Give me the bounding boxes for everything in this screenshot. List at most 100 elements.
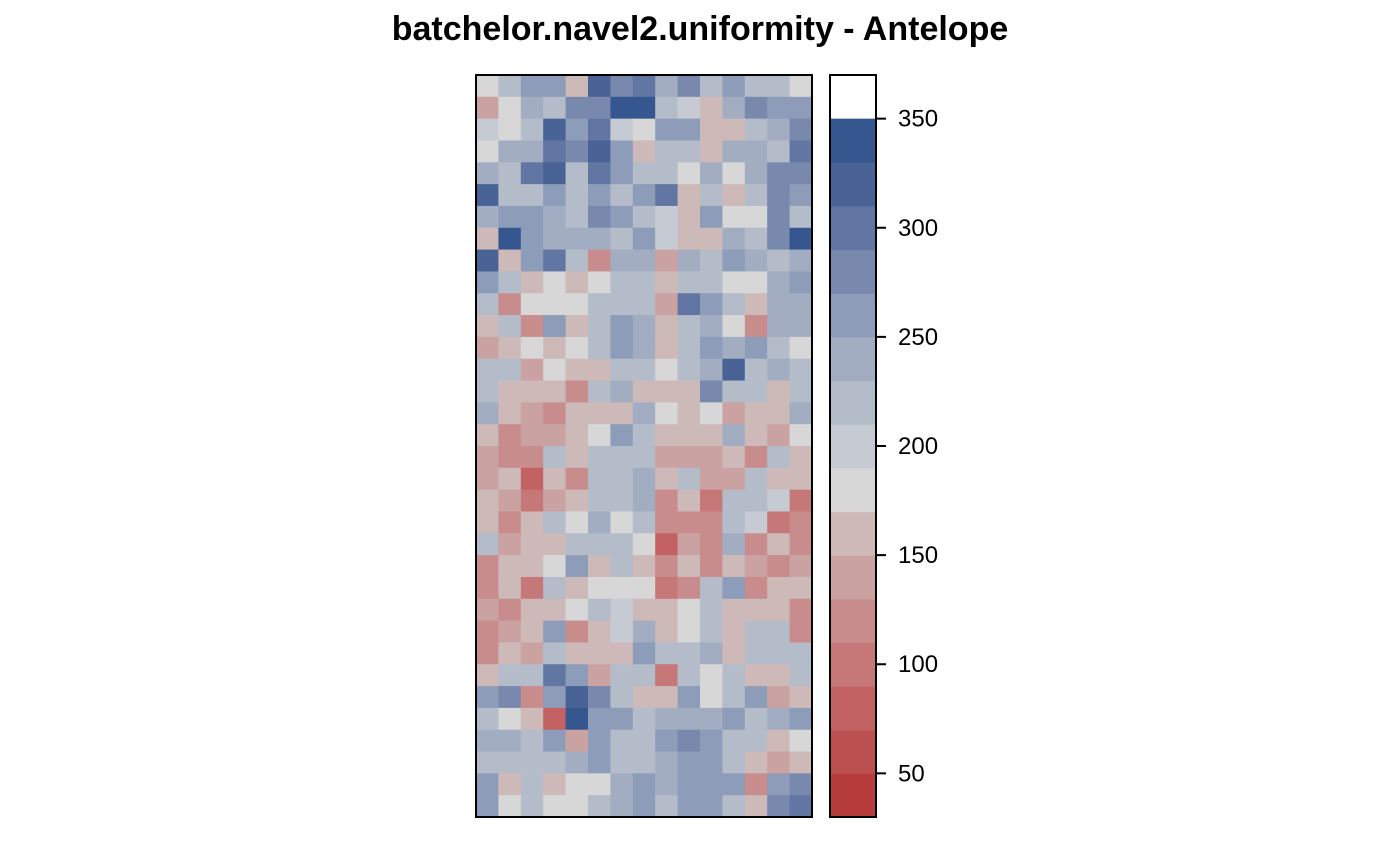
heatmap-cell — [677, 315, 701, 338]
heatmap-cell — [744, 380, 768, 403]
heatmap-cell — [744, 598, 768, 622]
chart-title: batchelor.navel2.uniformity - Antelope — [391, 10, 1009, 48]
heatmap-cell — [700, 249, 723, 273]
heatmap-cell — [543, 642, 567, 665]
heatmap-cell — [565, 446, 589, 469]
heatmap-cell — [744, 555, 768, 578]
color-scale-bin — [830, 773, 876, 818]
heatmap-cell — [722, 293, 746, 316]
heatmap-cell — [632, 249, 656, 273]
heatmap-cell — [520, 664, 544, 687]
heatmap-cell — [588, 293, 611, 316]
color-scale-bin — [830, 162, 876, 207]
heatmap-cell — [744, 664, 768, 687]
heatmap-cell — [476, 729, 499, 753]
heatmap-cell — [588, 118, 611, 142]
heatmap-cell — [476, 795, 499, 818]
heatmap-cell — [588, 533, 611, 556]
heatmap-cell — [588, 707, 611, 731]
heatmap-cell — [520, 642, 544, 665]
heatmap-cell — [677, 773, 701, 796]
heatmap-cell — [722, 424, 746, 447]
heatmap-cell — [588, 664, 611, 687]
heatmap-cell — [610, 467, 634, 491]
heatmap-cell — [789, 358, 813, 382]
heatmap-cell — [655, 402, 679, 425]
heatmap-cell — [700, 358, 723, 382]
heatmap-cell — [700, 664, 723, 687]
heatmap-cell — [767, 205, 791, 229]
heatmap-cell — [789, 555, 813, 578]
heatmap-cell — [588, 467, 611, 491]
heatmap-cell — [767, 751, 791, 774]
heatmap-cell — [543, 664, 567, 687]
color-scale-bin — [830, 686, 876, 731]
heatmap-cell — [498, 620, 522, 644]
heatmap-cell — [610, 446, 634, 469]
heatmap-cell — [789, 642, 813, 665]
heatmap-cell — [722, 315, 746, 338]
heatmap-cell — [588, 380, 611, 403]
heatmap-cell — [655, 140, 679, 163]
color-scale-bin — [830, 555, 876, 600]
heatmap-cell — [543, 162, 567, 185]
heatmap-cell — [655, 664, 679, 687]
heatmap-cell — [789, 315, 813, 338]
heatmap-cell — [565, 467, 589, 491]
heatmap-cell — [610, 140, 634, 163]
heatmap-cell — [722, 96, 746, 120]
heatmap-cell — [588, 751, 611, 774]
heatmap-cell — [677, 620, 701, 644]
heatmap-cell — [565, 751, 589, 774]
heatmap-cell — [520, 336, 544, 360]
heatmap-cell — [655, 555, 679, 578]
heatmap-cell — [677, 686, 701, 709]
heatmap-cells — [476, 75, 813, 818]
heatmap-cell — [588, 315, 611, 338]
heatmap-cell — [789, 664, 813, 687]
heatmap-cell — [543, 686, 567, 709]
heatmap-cell — [520, 467, 544, 491]
heatmap-cell — [498, 446, 522, 469]
heatmap-cell — [677, 402, 701, 425]
heatmap-cell — [767, 533, 791, 556]
color-scale-bin — [830, 380, 876, 425]
heatmap-cell — [722, 686, 746, 709]
heatmap-cell — [565, 642, 589, 665]
heatmap-cell — [632, 533, 656, 556]
heatmap-cell — [476, 140, 499, 163]
heatmap-cell — [632, 402, 656, 425]
heatmap-cell — [543, 576, 567, 600]
heatmap-cell — [565, 227, 589, 251]
heatmap-cell — [588, 642, 611, 665]
heatmap-cell — [543, 75, 567, 98]
heatmap-cell — [543, 118, 567, 142]
heatmap-cell — [543, 227, 567, 251]
heatmap-cell — [520, 511, 544, 534]
heatmap-cell — [700, 642, 723, 665]
heatmap-cell — [610, 271, 634, 294]
heatmap-cell — [520, 424, 544, 447]
heatmap-cell — [632, 227, 656, 251]
heatmap-cell — [520, 707, 544, 731]
heatmap-cell — [632, 140, 656, 163]
heatmap-cell — [744, 96, 768, 120]
heatmap-cell — [610, 729, 634, 753]
heatmap-cell — [700, 555, 723, 578]
heatmap-cell — [744, 751, 768, 774]
color-scale-tick-label: 100 — [898, 651, 938, 678]
heatmap-cell — [677, 642, 701, 665]
heatmap-cell — [520, 315, 544, 338]
heatmap-cell — [632, 686, 656, 709]
heatmap-cell — [677, 227, 701, 251]
heatmap-cell — [632, 162, 656, 185]
heatmap-cell — [588, 336, 611, 360]
heatmap-cell — [789, 533, 813, 556]
heatmap-cell — [610, 75, 634, 98]
heatmap-cell — [476, 358, 499, 382]
heatmap-cell — [543, 336, 567, 360]
heatmap-cell — [588, 555, 611, 578]
heatmap-cell — [520, 293, 544, 316]
heatmap-cell — [476, 686, 499, 709]
heatmap-cell — [632, 576, 656, 600]
